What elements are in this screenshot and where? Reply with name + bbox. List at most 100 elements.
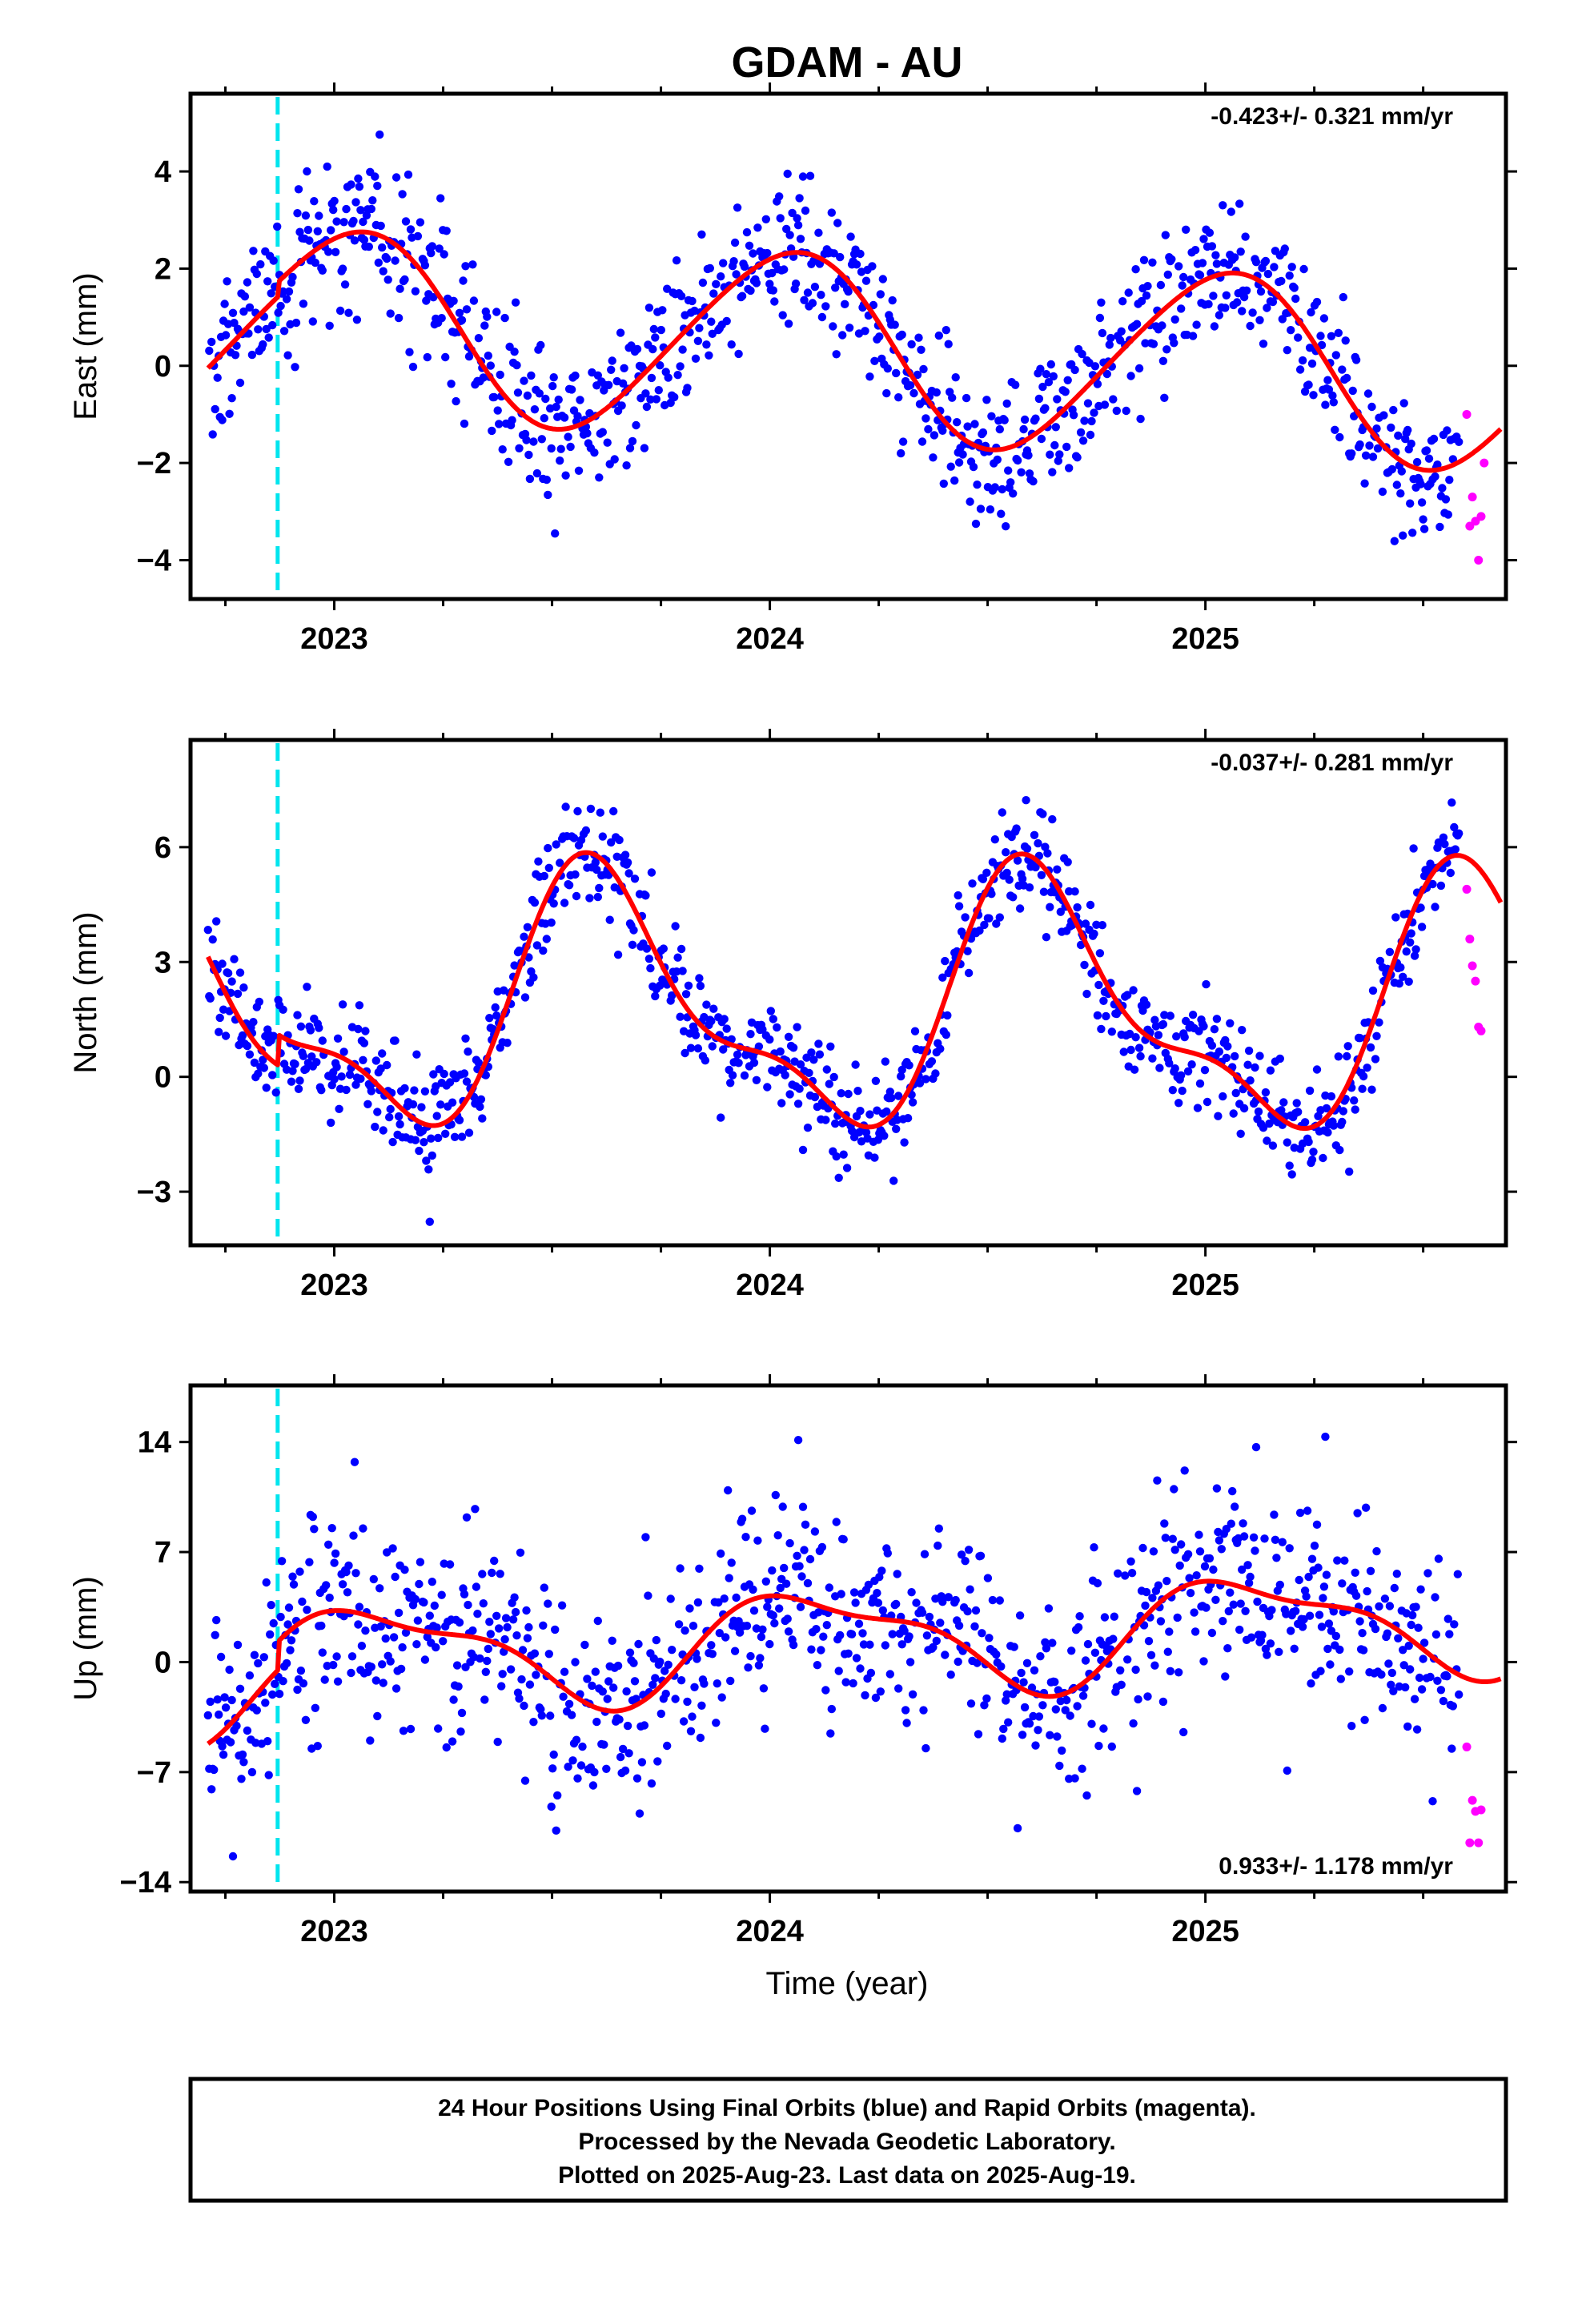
- up-final-point: [1351, 1568, 1359, 1578]
- up-final-point: [707, 1641, 716, 1650]
- north-final-point: [332, 1063, 341, 1072]
- north-final-point: [642, 944, 652, 953]
- up-final-point: [876, 1687, 885, 1696]
- north-final-point: [560, 899, 569, 907]
- up-final-point: [506, 1665, 516, 1674]
- east-final-point: [228, 308, 238, 317]
- north-final-point: [355, 1001, 364, 1010]
- up-final-point: [1360, 1715, 1369, 1724]
- north-final-point: [361, 1027, 370, 1035]
- up-final-point: [568, 1756, 577, 1765]
- north-final-point: [432, 1112, 441, 1120]
- up-final-point: [1129, 1719, 1138, 1728]
- up-final-point: [366, 1736, 375, 1745]
- east-final-point: [924, 424, 933, 434]
- north-final-point: [593, 892, 602, 902]
- up-final-point: [583, 1675, 592, 1683]
- north-final-point: [1148, 1054, 1157, 1063]
- north-panel-frame: [188, 738, 1508, 1248]
- east-final-point: [969, 462, 978, 472]
- up-final-point: [1162, 1577, 1171, 1586]
- up-final-point: [1019, 1678, 1028, 1687]
- east-final-point: [332, 217, 341, 226]
- east-final-point: [1044, 378, 1054, 387]
- east-final-point: [427, 248, 436, 258]
- east-final-point: [567, 385, 576, 394]
- east-final-point: [1124, 288, 1133, 297]
- east-final-point: [909, 388, 918, 398]
- north-final-point: [842, 1164, 852, 1172]
- up-final-point: [442, 1743, 451, 1752]
- east-final-point: [1149, 340, 1158, 348]
- up-final-point: [1423, 1569, 1432, 1578]
- up-final-point: [861, 1691, 869, 1700]
- east-final-point: [1212, 259, 1222, 268]
- east-final-point: [846, 232, 855, 241]
- east-final-point: [905, 381, 915, 390]
- east-final-point: [259, 340, 267, 349]
- north-final-point: [411, 1136, 420, 1144]
- north-final-point: [1073, 903, 1082, 912]
- up-final-point: [966, 1699, 976, 1708]
- east-final-point: [1069, 411, 1078, 420]
- up-final-point: [1042, 1644, 1051, 1653]
- east-final-point: [405, 348, 414, 356]
- east-final-point: [1073, 453, 1082, 462]
- north-y-tick-label: −3: [137, 1176, 171, 1209]
- up-y-tick-label: 14: [138, 1426, 171, 1460]
- up-final-point: [1094, 1741, 1103, 1751]
- east-final-point: [1041, 404, 1050, 412]
- north-final-point: [378, 1049, 387, 1058]
- north-final-point: [296, 1022, 306, 1031]
- east-final-point: [440, 250, 448, 259]
- north-final-point: [306, 1026, 315, 1035]
- east-final-point: [742, 227, 752, 237]
- north-final-point: [784, 1032, 793, 1042]
- east-final-point: [1097, 298, 1106, 307]
- east-final-point: [308, 317, 317, 326]
- north-final-point: [1236, 1129, 1245, 1139]
- up-final-point: [615, 1715, 624, 1724]
- east-final-point: [1207, 242, 1217, 251]
- east-final-point: [1263, 269, 1273, 279]
- east-final-point: [1387, 464, 1397, 474]
- up-final-point: [1304, 1572, 1313, 1582]
- up-final-point: [332, 1652, 341, 1661]
- east-final-point: [301, 211, 311, 220]
- up-final-point: [1173, 1613, 1182, 1622]
- north-final-point: [887, 1093, 896, 1103]
- east-final-point: [1221, 304, 1230, 312]
- up-final-point: [600, 1740, 608, 1749]
- up-final-point: [355, 1602, 364, 1611]
- east-final-point: [349, 216, 358, 226]
- east-final-point: [888, 296, 897, 305]
- up-final-point: [524, 1622, 533, 1632]
- up-final-point: [839, 1535, 848, 1544]
- up-final-point: [741, 1533, 750, 1542]
- east-final-point: [401, 217, 411, 226]
- up-final-point: [515, 1694, 524, 1703]
- east-final-point: [374, 258, 383, 267]
- east-final-point: [1061, 388, 1070, 396]
- up-final-point: [847, 1630, 857, 1638]
- up-final-point: [1331, 1631, 1341, 1641]
- up-final-point: [637, 1758, 647, 1767]
- east-final-point: [1348, 386, 1357, 396]
- up-final-point: [1174, 1668, 1183, 1677]
- up-final-point: [770, 1618, 779, 1628]
- north-final-point: [245, 1050, 255, 1059]
- north-final-point: [1219, 1092, 1227, 1101]
- north-final-point: [1107, 1027, 1117, 1036]
- east-final-point: [1343, 373, 1351, 383]
- up-final-point: [1070, 1774, 1079, 1783]
- east-final-point: [230, 319, 239, 328]
- east-final-point: [801, 206, 810, 215]
- up-final-point: [1247, 1633, 1256, 1642]
- north-final-point: [410, 1086, 419, 1095]
- east-final-point: [496, 370, 504, 380]
- east-final-point: [730, 238, 740, 247]
- north-final-point: [647, 868, 656, 877]
- north-x-tick-label: 2024: [736, 1269, 804, 1302]
- up-final-point: [287, 1636, 296, 1645]
- north-final-point: [371, 1122, 379, 1132]
